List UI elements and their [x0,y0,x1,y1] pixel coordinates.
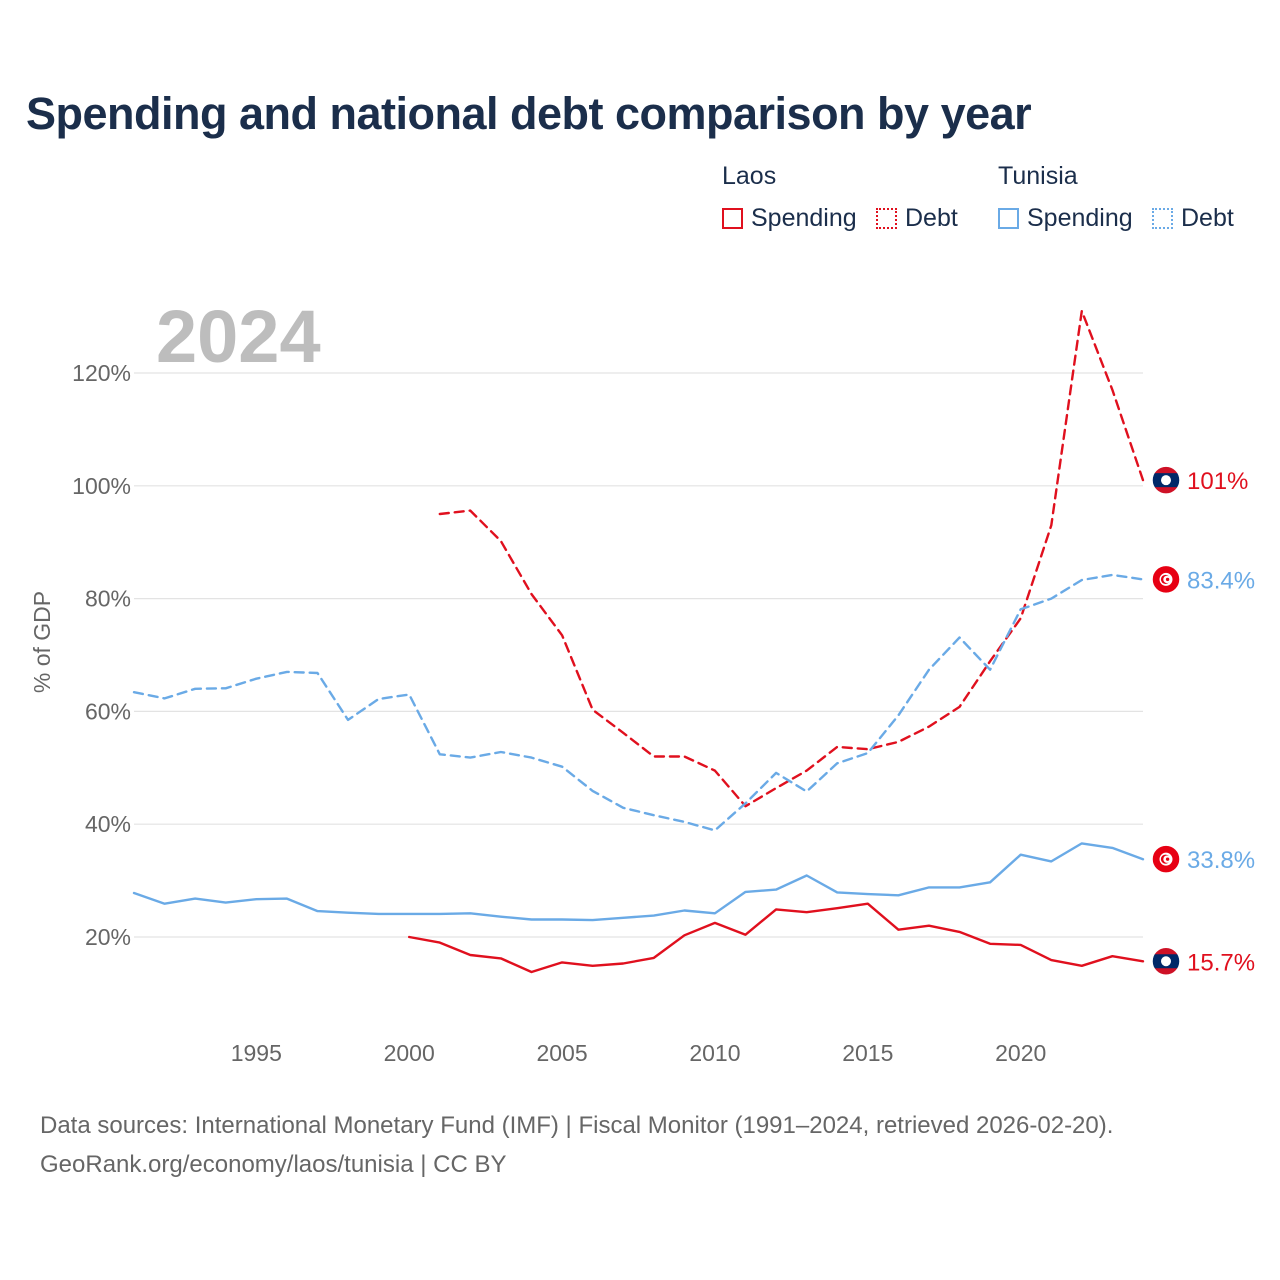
end-value-label: 83.4% [1187,567,1255,594]
solid-swatch-icon [722,208,743,229]
x-tick-label: 2000 [384,1040,435,1066]
x-tick-label: 2020 [995,1040,1046,1066]
series-lines [132,309,1145,974]
x-axis-ticks: 1995 2000 2005 2010 2015 2020 [231,1040,1047,1066]
y-tick-label: 40% [85,811,131,837]
y-tick-label: 80% [85,586,131,612]
y-tick-label: 120% [72,360,131,386]
legend-item-label: Spending [1027,204,1133,232]
gridlines [134,372,1143,938]
x-tick-label: 2010 [689,1040,740,1066]
credit-link[interactable]: GeoRank.org/economy/laos/tunisia | CC BY [40,1151,507,1178]
legend-item-label: Spending [751,204,857,232]
series-line-laos-debt[interactable] [438,309,1145,808]
x-tick-label: 2005 [536,1040,587,1066]
tunisia-flag-icon [1151,564,1181,595]
series-line-laos-spending[interactable] [408,902,1145,974]
y-axis-ticks: 20% 40% 60% 80% 100% 120% [72,360,131,950]
end-markers: 101% 83.4% 33.8% 15.7% [1151,465,1255,977]
x-tick-label: 1995 [231,1040,282,1066]
y-axis-label: % of GDP [29,591,55,693]
legend-group-title: Laos [722,162,777,190]
series-line-tunisia-spending[interactable] [132,842,1145,922]
legend-item-label: Debt [905,204,958,232]
laos-flag-icon [1151,465,1181,495]
legend-item-label: Debt [1181,204,1234,232]
solid-swatch-icon [998,208,1019,229]
data-sources-text: Data sources: International Monetary Fun… [40,1112,1114,1139]
legend-item-tunisia-spending[interactable]: Spending [998,204,1133,233]
legend-item-tunisia-debt[interactable]: Debt [1152,204,1234,233]
legend-item-laos-debt[interactable]: Debt [876,204,958,233]
end-value-label: 33.8% [1187,847,1255,874]
tunisia-flag-icon [1151,844,1181,874]
end-value-label: 101% [1187,468,1248,495]
legend-item-laos-spending[interactable]: Spending [722,204,857,233]
y-tick-label: 20% [85,924,131,950]
footer: Data sources: International Monetary Fun… [40,1106,1113,1184]
dotted-swatch-icon [1152,208,1173,229]
chart-title: Spending and national debt comparison by… [26,88,1032,139]
y-tick-label: 100% [72,473,131,499]
series-line-tunisia-debt[interactable] [132,573,1145,832]
laos-flag-icon [1151,946,1181,977]
dotted-swatch-icon [876,208,897,229]
legend-group-title: Tunisia [998,162,1078,190]
y-tick-label: 60% [85,698,131,724]
end-value-label: 15.7% [1187,949,1255,976]
x-tick-label: 2015 [842,1040,893,1066]
line-chart: 2024 % of GDP 20% 40% 60% 80% 100% 120% 1995 2… [29,295,1255,1066]
year-watermark: 2024 [156,295,321,378]
